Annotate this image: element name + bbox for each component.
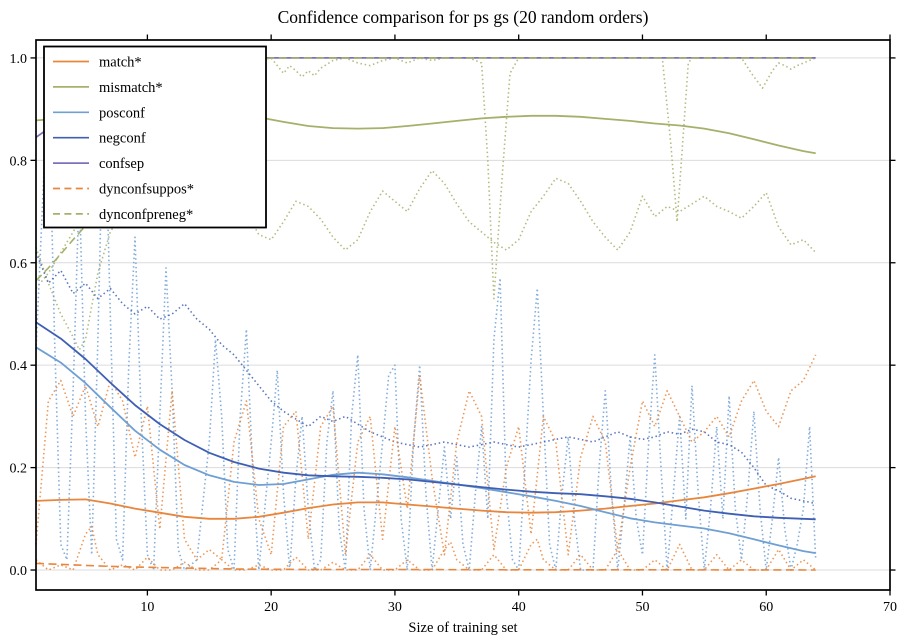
x-tick-label: 40 (512, 600, 526, 615)
legend-item-match-: match* (53, 55, 142, 71)
legend-item-mismatch-: mismatch* (53, 80, 163, 96)
legend-label: negconf (99, 131, 146, 147)
legend-item-posconf: posconf (53, 105, 145, 121)
legend: match* mismatch* posconf negconf confsep dync… (43, 45, 267, 229)
y-tick-label: 0.6 (10, 257, 28, 272)
x-tick-label: 30 (388, 600, 402, 615)
legend-item-confsep: confsep (53, 156, 144, 172)
legend-label: mismatch* (99, 80, 163, 96)
y-tick-label: 1.0 (10, 52, 28, 67)
x-tick-label: 60 (759, 600, 773, 615)
series-line-match- (35, 475, 816, 520)
x-tick-label: 10 (140, 600, 154, 615)
series-line-dynconfsuppos- (35, 562, 816, 571)
plot-border (35, 39, 891, 591)
legend-label: dynconfpreneg* (99, 207, 193, 223)
legend-label: confsep (99, 156, 144, 172)
series-line-match-raw (35, 354, 817, 561)
legend-item-dynconfsuppos-: dynconfsuppos* (53, 182, 194, 198)
series-line-dynconfpreneg- (35, 57, 816, 282)
chart-title: Confidence comparison for ps gs (20 rand… (278, 7, 649, 27)
plot-area: 10 20 30 40 50 60 70 0.0 0.2 0.4 0.6 0.8 1.0 (10, 34, 897, 615)
legend-label: match* (99, 55, 142, 71)
y-tick-label: 0.0 (10, 564, 28, 579)
y-tick-label: 0.8 (10, 154, 28, 169)
series-line-dynconfsuppos-raw (35, 525, 817, 571)
x-axis-label: Size of training set (408, 620, 517, 636)
y-tick-label: 0.2 (10, 462, 28, 477)
x-tick-label: 20 (264, 600, 278, 615)
x-tick-label: 70 (883, 600, 897, 615)
legend-item-dynconfpreneg-: dynconfpreneg* (53, 207, 193, 223)
legend-label: posconf (99, 105, 145, 121)
legend-item-negconf: negconf (53, 131, 146, 147)
legend-label: dynconfsuppos* (99, 182, 194, 198)
y-tick-label: 0.4 (10, 359, 28, 374)
series-line-posconf (35, 346, 816, 554)
x-tick-label: 50 (635, 600, 649, 615)
series-line-negconf (35, 321, 816, 521)
